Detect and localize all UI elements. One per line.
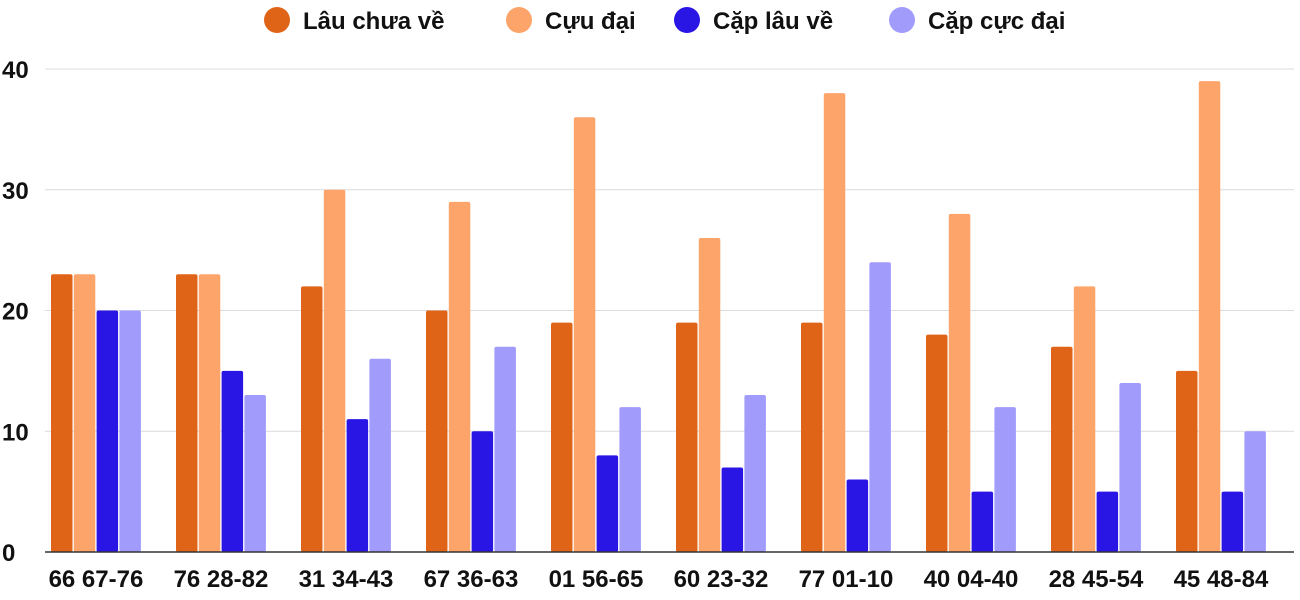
y-tick-label: 10 [2, 419, 29, 446]
x-tick-label: 66 67-76 [49, 566, 144, 593]
x-tick-label: 31 34-43 [299, 566, 394, 593]
bar-2-10 [1198, 81, 1221, 552]
bar-3-4 [471, 431, 494, 552]
x-tick-label: 40 04-40 [924, 566, 1019, 593]
legend-label-2: Cựu đại [545, 8, 636, 35]
x-tick-label: 60 23-32 [674, 566, 769, 593]
bar-1-8 [926, 334, 948, 552]
bar-3-10 [1221, 491, 1244, 553]
legend-label-4: Cặp cực đại [928, 8, 1065, 35]
legend-marker-3 [674, 7, 700, 33]
bar-1-2 [176, 274, 198, 552]
bar-4-3 [369, 358, 391, 552]
y-tick-label: 40 [2, 57, 29, 84]
bar-4-4 [494, 346, 516, 552]
bar-2-7 [823, 93, 846, 553]
bar-1-9 [1051, 346, 1073, 552]
bar-3-7 [846, 479, 869, 552]
y-axis-ticks: 0 10 20 30 40 [2, 57, 29, 567]
bar-4-9 [1119, 382, 1141, 552]
bar-2-1 [73, 274, 96, 552]
bar-3-3 [346, 419, 369, 552]
legend-label-3: Cặp lâu về [713, 8, 833, 35]
bar-4-8 [994, 407, 1016, 552]
bar-4-2 [244, 395, 266, 552]
bar-1-10 [1176, 370, 1198, 553]
legend-marker-1 [264, 7, 290, 33]
bar-3-8 [971, 491, 994, 553]
bar-4-5 [619, 407, 641, 552]
x-tick-label: 01 56-65 [549, 566, 644, 593]
bar-4-10 [1244, 431, 1266, 552]
bar-2-6 [698, 238, 721, 553]
x-tick-label: 45 48-84 [1174, 566, 1269, 593]
y-tick-label: 30 [2, 178, 29, 205]
bar-4-6 [744, 395, 766, 552]
bar-1-1 [51, 274, 73, 552]
bar-2-5 [573, 117, 596, 553]
legend-marker-4 [889, 7, 915, 33]
bar-2-9 [1073, 286, 1096, 552]
bar-2-4 [448, 201, 471, 552]
bar-2-3 [323, 189, 346, 552]
legend-marker-2 [506, 7, 532, 33]
bar-3-2 [221, 370, 244, 553]
bar-3-9 [1096, 491, 1119, 553]
x-tick-label: 76 28-82 [174, 566, 269, 593]
bar-2-2 [198, 274, 221, 552]
x-tick-label: 67 36-63 [424, 566, 519, 593]
bar-2-8 [948, 213, 971, 552]
bar-1-6 [676, 322, 698, 552]
x-tick-label: 77 01-10 [799, 566, 894, 593]
bar-3-5 [596, 455, 619, 552]
bar-1-7 [801, 322, 823, 552]
legend-label-1: Lâu chưa về [303, 8, 444, 35]
x-tick-label: 28 45-54 [1049, 566, 1144, 593]
legend: Lâu chưa về Cựu đại Cặp lâu về Cặp cực đại [264, 7, 1065, 35]
bar-1-3 [301, 286, 323, 552]
bar-1-5 [551, 322, 573, 552]
bar-4-1 [119, 310, 141, 552]
y-tick-label: 0 [2, 540, 15, 567]
bars [51, 81, 1266, 553]
bar-3-1 [96, 310, 119, 552]
bar-1-4 [426, 310, 448, 552]
y-tick-label: 20 [2, 299, 29, 326]
x-axis-ticks: 66 67-76 76 28-82 31 34-43 67 36-63 01 56-65… [49, 566, 1269, 593]
bar-3-6 [721, 467, 744, 552]
bar-4-7 [869, 262, 891, 552]
